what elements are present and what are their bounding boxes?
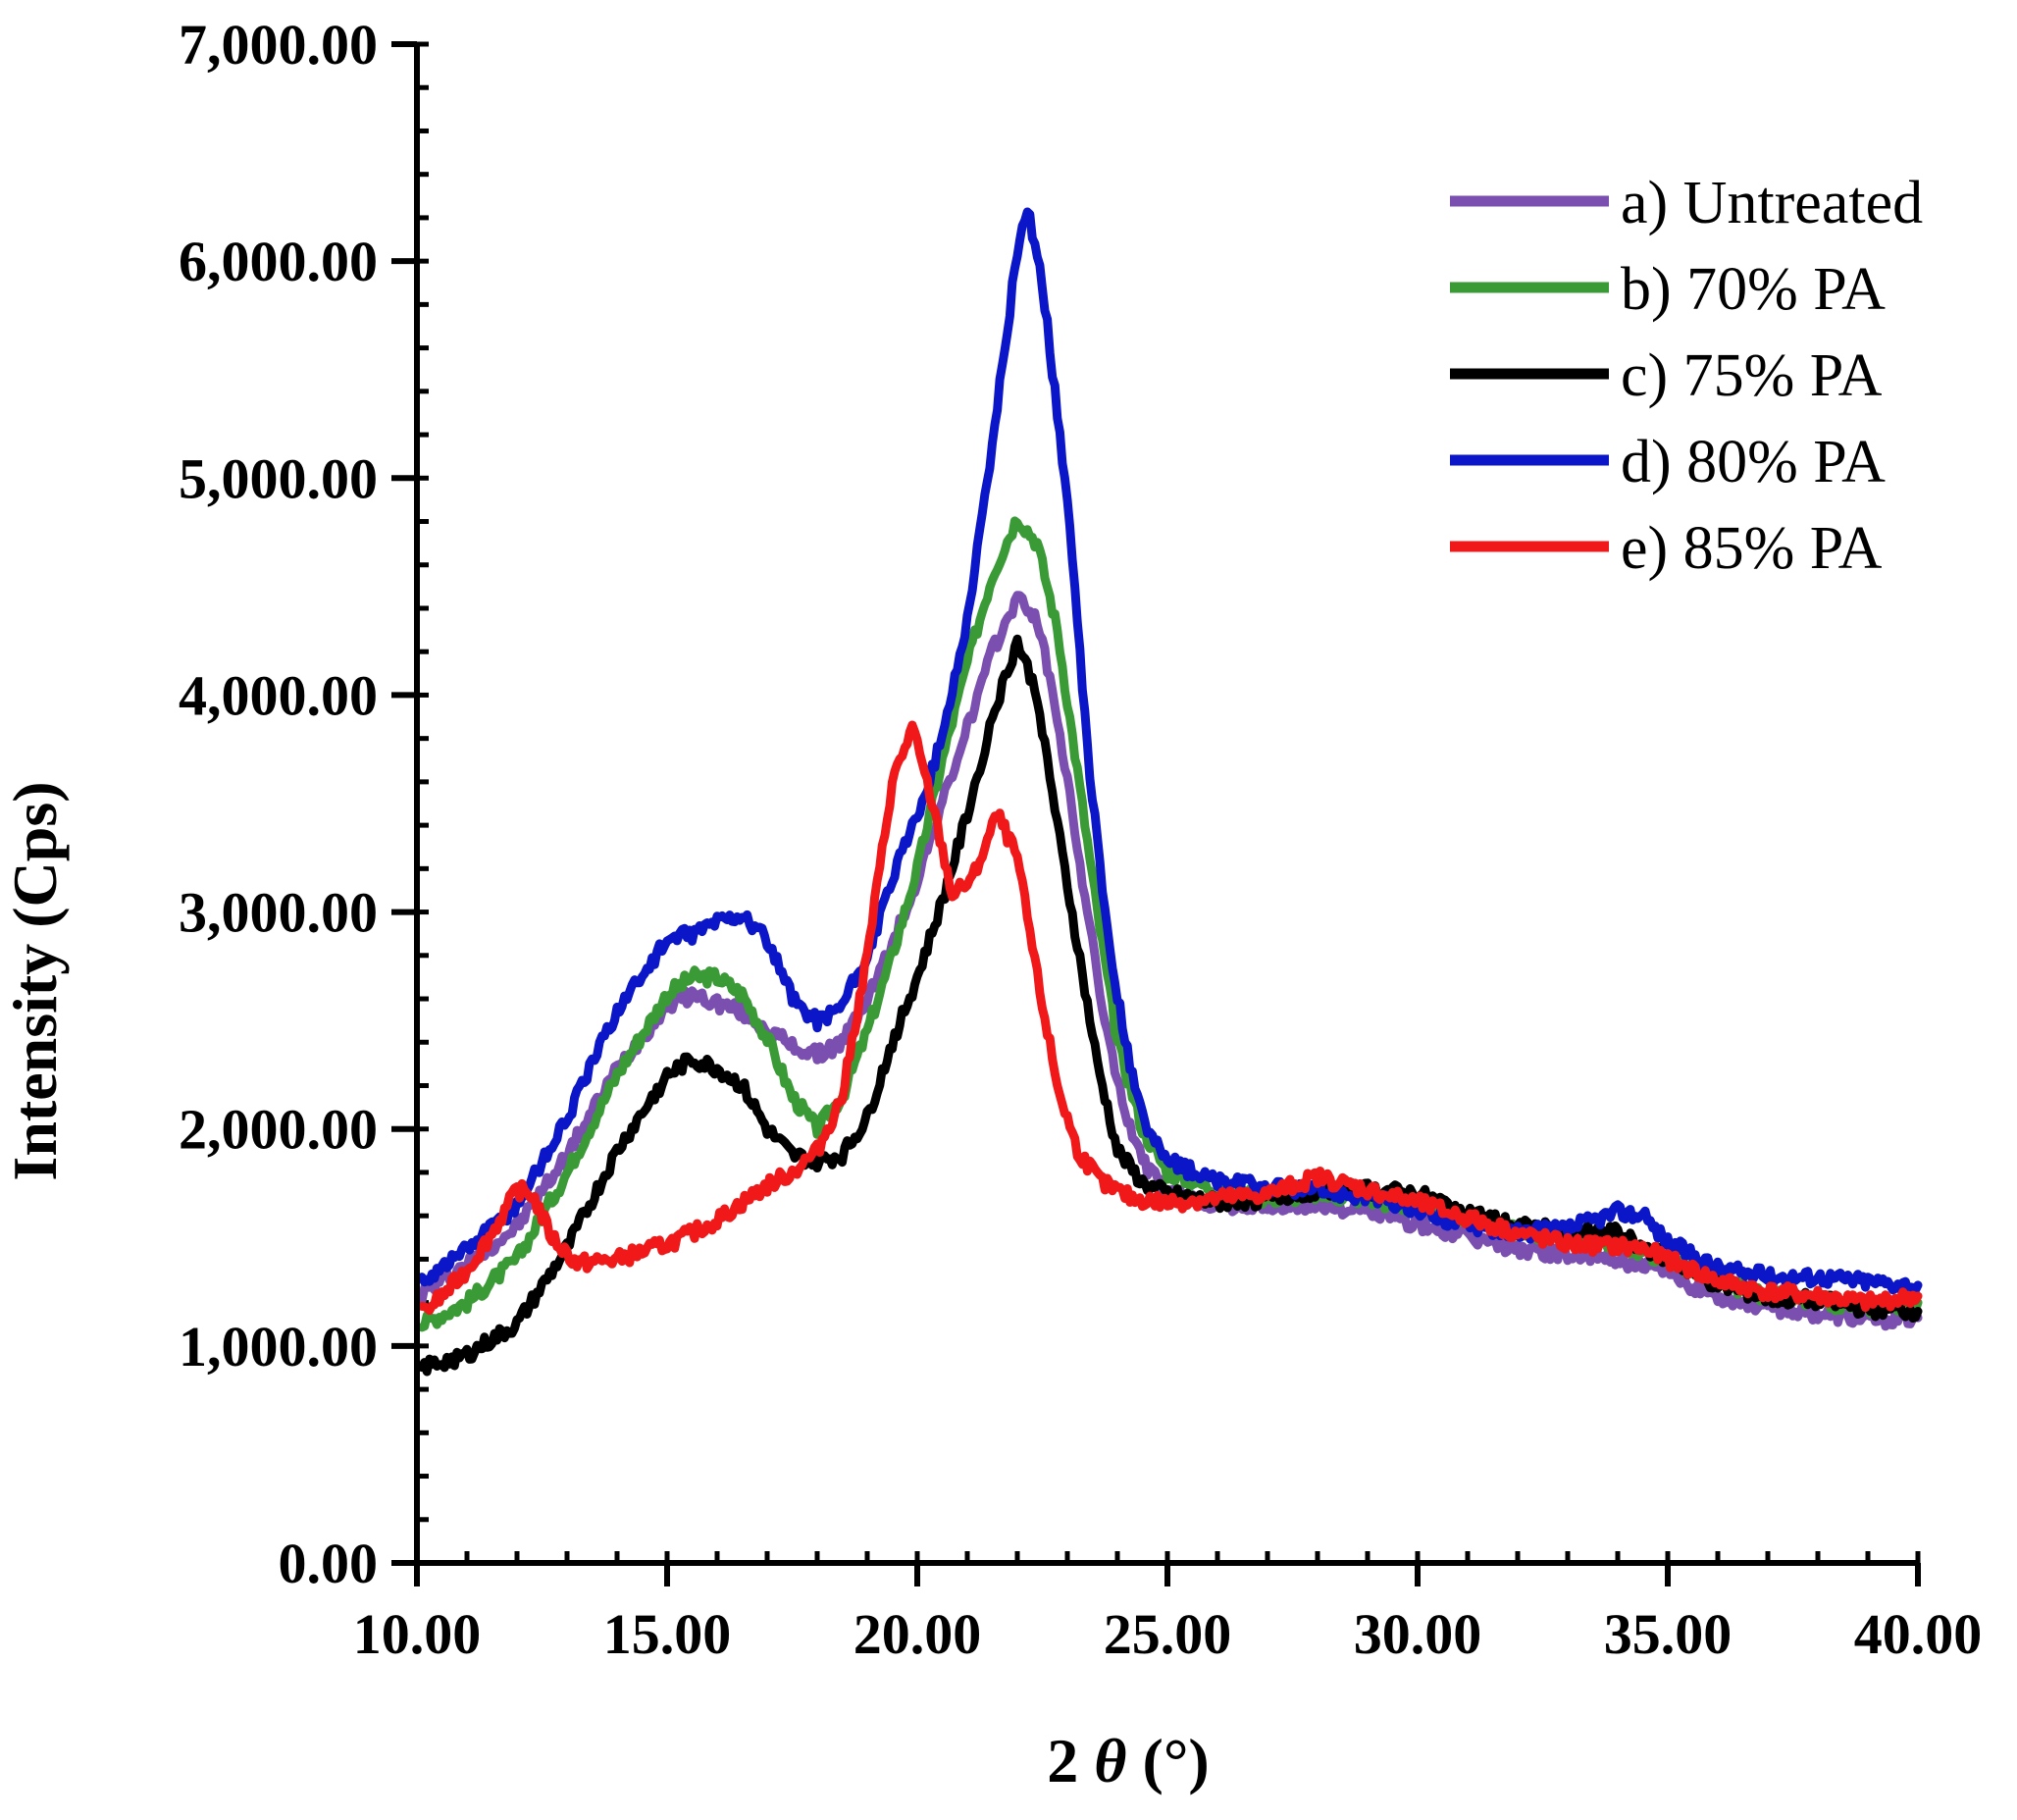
- legend: a) Untreated b) 70% PA c) 75% PA d) 80% PA e…: [1450, 170, 1923, 582]
- x-tick-label: 15.00: [603, 1602, 732, 1666]
- legend-label: c) 75% PA: [1621, 342, 1883, 409]
- y-tick-label: 6,000.00: [179, 230, 378, 293]
- y-tick-label: 3,000.00: [179, 881, 378, 945]
- x-tick-label: 25.00: [1104, 1602, 1232, 1666]
- y-tick-label: 4,000.00: [179, 663, 378, 727]
- y-tick-label: 7,000.00: [179, 13, 378, 77]
- x-axis-title-prefix: 2: [1047, 1726, 1094, 1795]
- theta-symbol: θ: [1094, 1726, 1126, 1795]
- x-tick-label: 10.00: [353, 1602, 482, 1666]
- legend-label: a) Untreated: [1621, 170, 1923, 236]
- x-tick-label: 40.00: [1854, 1602, 1983, 1666]
- x-axis-title-unit: (°): [1127, 1726, 1210, 1795]
- legend-label: e) 85% PA: [1621, 515, 1883, 582]
- y-tick-label: 1,000.00: [179, 1315, 378, 1378]
- y-axis-title: Intensity (Cps): [0, 781, 70, 1180]
- x-tick-label: 20.00: [853, 1602, 982, 1666]
- y-tick-label: 0.00: [279, 1532, 379, 1595]
- x-ticks: 10.00 15.00 20.00 25.00 30.00 35.00 40.00: [353, 1563, 1983, 1666]
- y-ticks: 0.00 1,000.00 2,000.00 3,000.00 4,000.00 5,00…: [179, 13, 417, 1595]
- y-tick-label: 2,000.00: [179, 1098, 378, 1162]
- series-line: [417, 207, 1923, 1296]
- legend-label: d) 80% PA: [1621, 429, 1886, 495]
- series-line: [417, 720, 1923, 1316]
- series-group: [417, 207, 1923, 1377]
- y-tick-label: 5,000.00: [179, 446, 378, 510]
- series-line: [417, 591, 1923, 1331]
- x-axis-title: 2 θ (°): [1047, 1726, 1209, 1795]
- x-tick-label: 30.00: [1354, 1602, 1482, 1666]
- x-tick-label: 35.00: [1604, 1602, 1733, 1666]
- legend-label: b) 70% PA: [1621, 256, 1886, 323]
